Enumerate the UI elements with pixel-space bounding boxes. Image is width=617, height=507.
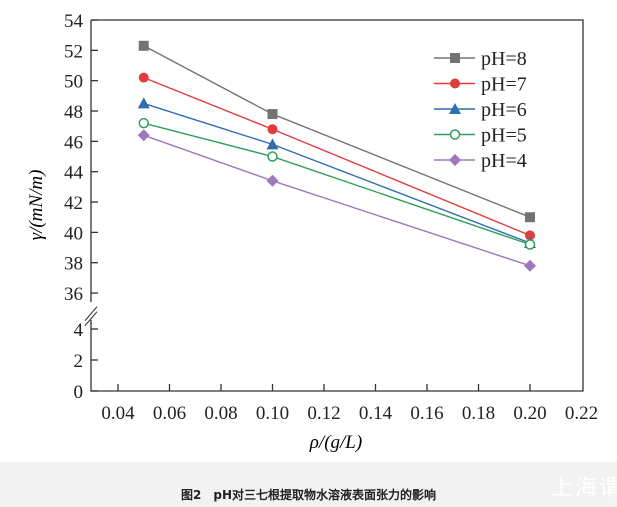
y-tick-label: 0 [74, 382, 84, 403]
y-tick-label: 38 [64, 254, 83, 275]
caption-bar: 图2 pH对三七根提取物水溶液表面张力的影响 上海谓 [0, 462, 617, 507]
x-tick-label: 0.22 [565, 403, 598, 424]
marker-diamond [449, 154, 461, 166]
watermark: 上海谓 [550, 476, 617, 501]
x-axis-label: ρ/(g/L) [309, 432, 362, 453]
marker-triangle [449, 103, 461, 114]
y-tick-label: 50 [64, 72, 83, 93]
plot-frame [90, 19, 584, 392]
marker-circle [138, 72, 149, 83]
y-tick-label: 52 [64, 41, 83, 62]
series-pH=7 [138, 72, 535, 241]
marker-open-circle [138, 117, 149, 129]
marker-open-circle [267, 151, 278, 162]
series-line [143, 122, 531, 246]
legend-label: pH=8 [481, 48, 527, 70]
legend-item: pH=7 [434, 74, 527, 96]
legend-item: pH=8 [434, 48, 527, 70]
y-tick-label: 40 [64, 223, 83, 244]
marker-square [138, 40, 149, 51]
line-chart: γ/(mN/m) ρ/(g/L) 36 38 40 42 44 46 48 50 52 54 0 2 4… [26, 11, 598, 453]
series-line [143, 45, 531, 218]
x-tick-label: 0.08 [204, 403, 237, 424]
legend-item: pH=5 [434, 125, 527, 147]
marker-circle [525, 230, 535, 241]
y-tick-label: 2 [74, 351, 84, 372]
legend-item: pH=6 [434, 99, 527, 121]
series-pH=4 [137, 129, 536, 272]
marker-diamond [524, 259, 536, 272]
marker-square [267, 109, 278, 120]
x-tick-label: 0.18 [462, 403, 495, 424]
legend-label: pH=4 [481, 150, 527, 172]
series-line [143, 102, 531, 244]
x-tick-label: 0.14 [359, 403, 393, 424]
y-tick-label: 36 [64, 284, 83, 305]
series-pH=5 [138, 117, 536, 250]
series-pH=8 [138, 40, 535, 223]
y-tick-label: 48 [64, 102, 83, 123]
x-tick-label: 0.06 [153, 403, 186, 424]
marker-square [450, 53, 460, 63]
legend-label: pH=5 [481, 125, 527, 147]
marker-triangle [137, 97, 150, 109]
x-tick-label: 0.10 [256, 403, 289, 424]
y-tick-label: 46 [64, 132, 83, 153]
marker-triangle [266, 138, 279, 150]
marker-square [525, 212, 535, 223]
x-tick-label: 0.20 [513, 403, 546, 424]
y-tick-label: 42 [64, 193, 83, 214]
marker-open-circle [524, 239, 536, 250]
legend-label: pH=6 [481, 99, 527, 121]
series-pH=6 [137, 97, 536, 248]
x-tick-label: 0.16 [410, 403, 443, 424]
marker-diamond [266, 174, 279, 187]
x-tick-label: 0.12 [307, 403, 340, 424]
legend-item: pH=4 [434, 150, 527, 172]
figure-caption: 图2 pH对三七根提取物水溶液表面张力的影响 [181, 488, 436, 502]
y-tick-label: 4 [74, 320, 84, 341]
marker-open-circle [449, 129, 461, 140]
y-tick-label: 44 [64, 163, 84, 184]
axis-break-mark [84, 306, 98, 327]
series-line [143, 76, 531, 237]
y-tick-label: 54 [64, 11, 84, 32]
y-axis-label: γ/(mN/m) [26, 170, 47, 241]
x-tick-label: 0.04 [101, 403, 135, 424]
marker-circle [450, 78, 460, 89]
marker-circle [267, 124, 278, 135]
series-line [143, 134, 531, 267]
marker-diamond [137, 129, 150, 142]
legend-label: pH=7 [481, 74, 527, 96]
